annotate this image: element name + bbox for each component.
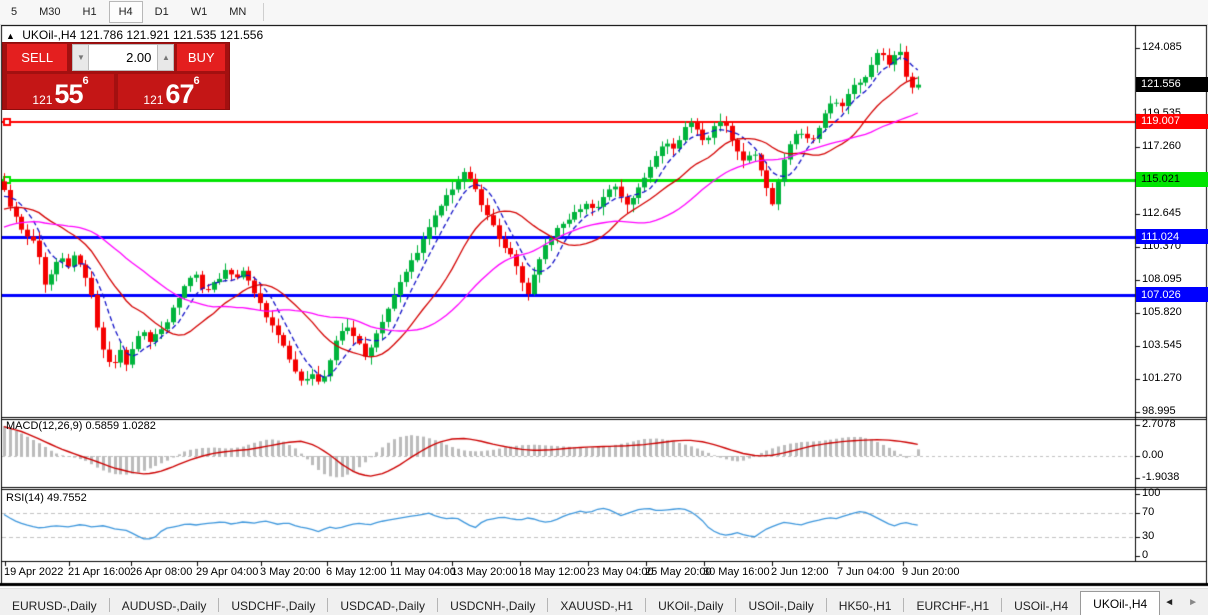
macd-tick-label: 0.00 [1142, 449, 1164, 461]
chart-title: ▲ UKOil-,H4 121.786 121.921 121.535 121.… [6, 28, 263, 42]
price-tick-label: 117.260 [1142, 140, 1181, 153]
tab-separator [903, 598, 905, 612]
price-chart-canvas[interactable] [0, 25, 1208, 587]
timeframe-button-5[interactable]: 5 [11, 6, 18, 18]
rsi-tick-label: 0 [1142, 549, 1149, 561]
rsi-indicator-label: RSI(14) 49.7552 [6, 492, 87, 504]
rsi-tick-label: 100 [1142, 487, 1161, 499]
date-tick-label: 21 Apr 16:00 [68, 566, 131, 578]
date-tick-label: 11 May 04:00 [390, 566, 456, 578]
ask-price[interactable]: 121 67 6 [118, 74, 225, 109]
macd-tick-label: -1.9038 [1142, 470, 1180, 483]
line-price-badge: 107.026 [1136, 287, 1208, 303]
line-price-badge: 119.007 [1136, 113, 1208, 129]
tab-separator [437, 598, 439, 612]
chart-tab-usdchfdaily[interactable]: USDCHF-,Daily [231, 598, 316, 613]
tab-separator [108, 598, 110, 612]
tab-scroll-arrows: ◄ ► [1164, 589, 1208, 615]
date-tick-label: 25 May 20:00 [645, 566, 712, 578]
date-tick-label: 6 May 12:00 [326, 566, 387, 578]
tab-separator [547, 598, 549, 612]
volume-increase-icon[interactable]: ▲ [157, 44, 175, 71]
price-tick-label: 108.095 [1142, 272, 1182, 285]
chart-tab-hk50h1[interactable]: HK50-,H1 [838, 598, 892, 613]
price-tick-label: 103.545 [1142, 338, 1182, 351]
date-tick-label: 30 May 16:00 [703, 566, 770, 578]
tab-separator [645, 598, 647, 612]
chart-tab-ukoilh4[interactable]: UKOil-,H4 [1080, 591, 1161, 615]
volume-stepper: ▼ 2.00 ▲ [72, 44, 175, 71]
collapse-triangle-icon[interactable]: ▲ [6, 31, 15, 41]
timeframe-button-d1[interactable]: D1 [154, 6, 169, 18]
chart-tab-audusddaily[interactable]: AUDUSD-,Daily [121, 598, 207, 613]
tab-separator [825, 598, 827, 612]
chart-tab-bar: EURUSD-,Daily AUDUSD-,Daily USDCHF-,Daily U… [0, 588, 1208, 615]
chart-tab-ukoildaily[interactable]: UKOil-,Daily [658, 598, 724, 613]
chart-tab-eurusddaily[interactable]: EURUSD-,Daily [12, 598, 97, 613]
date-tick-label: 18 May 12:00 [519, 566, 586, 578]
rsi-tick-label: 30 [1142, 530, 1155, 543]
volume-decrease-icon[interactable]: ▼ [72, 44, 90, 71]
macd-indicator-label: MACD(12,26,9) 0.5859 1.0282 [6, 420, 156, 432]
date-tick-label: 7 Jun 04:00 [837, 566, 895, 578]
timeframe-toolbar: 5 M30 H1 H4 D1 W1 MN [0, 0, 1208, 25]
timeframe-button-h4[interactable]: H4 [108, 1, 143, 23]
tab-separator [327, 598, 329, 612]
tab-separator [1001, 598, 1003, 612]
chart-ohlc-values: 121.786 121.921 121.535 121.556 [79, 28, 264, 42]
date-tick-label: 19 Apr 2022 [4, 566, 64, 578]
bid-price[interactable]: 121 55 6 [7, 74, 114, 109]
buy-button[interactable]: BUY [177, 44, 225, 71]
line-price-badge: 115.021 [1136, 171, 1208, 187]
tab-separator [735, 598, 737, 612]
date-tick-label: 3 May 20:00 [260, 566, 321, 578]
line-price-badge: 111.024 [1136, 229, 1208, 245]
date-tick-label: 29 Apr 04:00 [196, 566, 259, 578]
price-tick-label: 124.085 [1142, 41, 1182, 53]
date-tick-label: 13 May 20:00 [451, 566, 518, 578]
price-tick-label: 98.995 [1142, 405, 1176, 417]
chart-tab-xauusdh1[interactable]: XAUUSD-,H1 [560, 598, 634, 613]
date-tick-label: 9 Jun 20:00 [902, 566, 960, 578]
current-price-badge: 121.556 [1136, 76, 1208, 92]
rsi-tick-label: 70 [1142, 505, 1155, 518]
volume-value[interactable]: 2.00 [89, 44, 158, 71]
chart-tab-usdcnhdaily[interactable]: USDCNH-,Daily [450, 598, 536, 613]
price-tick-label: 105.820 [1142, 305, 1182, 318]
chart-tab-usdcaddaily[interactable]: USDCAD-,Daily [340, 598, 426, 613]
timeframe-button-mn[interactable]: MN [229, 6, 247, 18]
price-tick-label: 112.645 [1142, 206, 1181, 219]
chart-symbol: UKOil-,H4 [22, 28, 77, 42]
sell-button[interactable]: SELL [7, 44, 68, 71]
chart-tab-eurchfh1[interactable]: EURCHF-,H1 [916, 598, 990, 613]
timeframe-button-w1[interactable]: W1 [190, 6, 208, 18]
date-tick-label: 2 Jun 12:00 [771, 566, 829, 578]
tab-scroll-right-icon[interactable]: ► [1188, 597, 1198, 608]
date-tick-label: 23 May 04:00 [587, 566, 654, 578]
chart-tab-usoilh4[interactable]: USOil-,H4 [1014, 598, 1069, 613]
date-tick-label: 26 Apr 08:00 [130, 566, 193, 578]
chart-window: ▲ UKOil-,H4 121.786 121.921 121.535 121.… [0, 25, 1208, 587]
price-tick-label: 101.270 [1142, 372, 1182, 384]
tab-separator [218, 598, 220, 612]
timeframe-button-h1[interactable]: H1 [82, 6, 97, 18]
one-click-trade-panel: SELL ▼ 2.00 ▲ BUY 121 55 6 121 67 6 [3, 43, 229, 109]
timeframe-button-m30[interactable]: M30 [39, 6, 61, 18]
macd-tick-label: 2.7078 [1142, 418, 1176, 431]
tab-scroll-left-icon[interactable]: ◄ [1164, 597, 1175, 608]
chart-tab-usoildaily[interactable]: USOil-,Daily [748, 598, 814, 613]
toolbar-separator [263, 3, 265, 21]
